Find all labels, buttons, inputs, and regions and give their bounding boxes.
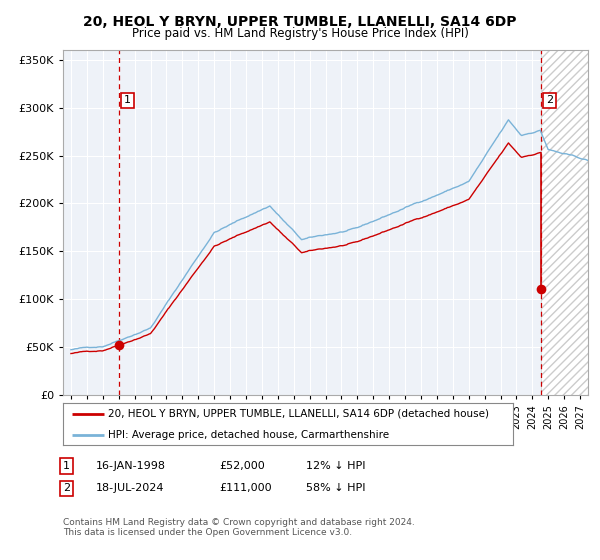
Text: £52,000: £52,000 <box>219 461 265 471</box>
Text: 1: 1 <box>124 95 131 105</box>
Text: £111,000: £111,000 <box>219 483 272 493</box>
Text: 1: 1 <box>63 461 70 471</box>
Text: 2: 2 <box>545 95 553 105</box>
Text: 58% ↓ HPI: 58% ↓ HPI <box>306 483 365 493</box>
Text: 18-JUL-2024: 18-JUL-2024 <box>96 483 164 493</box>
Text: Price paid vs. HM Land Registry's House Price Index (HPI): Price paid vs. HM Land Registry's House … <box>131 27 469 40</box>
Bar <box>541 50 588 395</box>
Text: 20, HEOL Y BRYN, UPPER TUMBLE, LLANELLI, SA14 6DP (detached house): 20, HEOL Y BRYN, UPPER TUMBLE, LLANELLI,… <box>108 409 489 419</box>
Text: Contains HM Land Registry data © Crown copyright and database right 2024.
This d: Contains HM Land Registry data © Crown c… <box>63 518 415 538</box>
Text: 16-JAN-1998: 16-JAN-1998 <box>96 461 166 471</box>
Text: 20, HEOL Y BRYN, UPPER TUMBLE, LLANELLI, SA14 6DP: 20, HEOL Y BRYN, UPPER TUMBLE, LLANELLI,… <box>83 15 517 29</box>
Text: HPI: Average price, detached house, Carmarthenshire: HPI: Average price, detached house, Carm… <box>108 430 389 440</box>
Text: 12% ↓ HPI: 12% ↓ HPI <box>306 461 365 471</box>
Text: 2: 2 <box>63 483 70 493</box>
